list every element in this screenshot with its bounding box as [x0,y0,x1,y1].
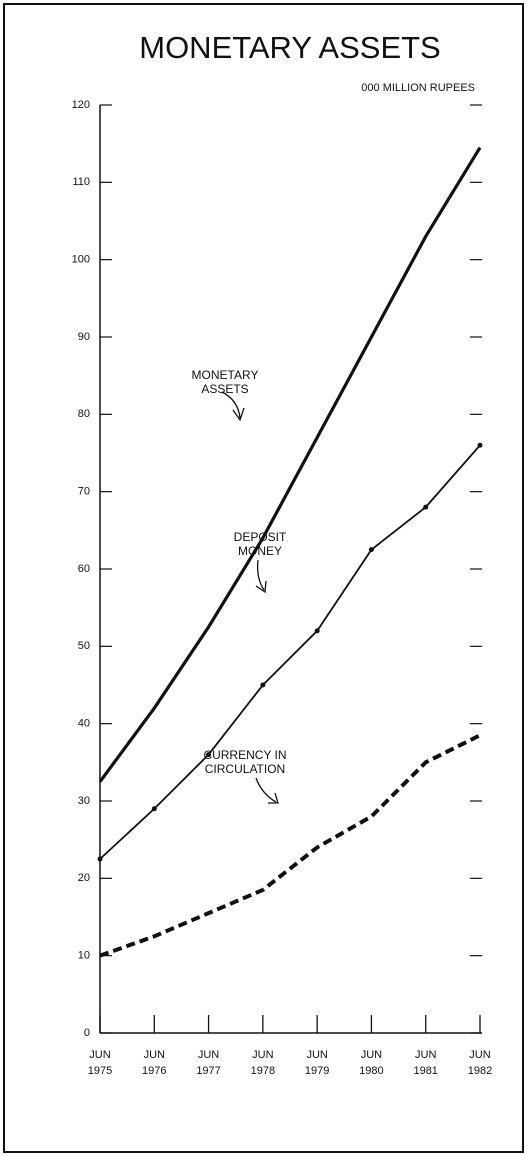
x-tick-label: JUN 1980 [359,1049,384,1077]
point [368,547,374,553]
series-label: MONETARY ASSETS [191,368,259,396]
arrow [221,391,241,419]
point [97,856,103,862]
point [423,504,429,510]
frame [3,3,524,1153]
y-tick-label: 70 [78,486,90,498]
chart-title: MONETARY ASSETS [139,30,440,65]
y-tick-label: 100 [72,254,90,266]
x-tick-label: JUN 1982 [467,1049,493,1077]
x-tick-label: JUN 1978 [250,1049,276,1077]
point [260,682,266,688]
y-tick-label: 120 [72,99,90,111]
y-tick-label: 30 [78,795,90,807]
arrow-head [232,407,245,422]
series-line [98,146,482,783]
series-label: DEPOSIT MONEY [233,530,287,558]
y-tick-label: 40 [78,718,90,730]
arrow-head [255,580,267,594]
y-tick-label: 60 [78,563,90,575]
series-line [99,733,481,958]
point [477,442,483,448]
x-tick-label: JUN 1975 [87,1049,113,1077]
series-label: CURRENCY IN CIRCULATION [203,748,287,776]
point [151,806,157,812]
series-line [99,444,481,860]
arrow-head [268,792,279,804]
x-tick-label: JUN 1979 [304,1049,330,1077]
point [206,752,212,758]
y-tick-label: 20 [78,872,90,884]
arrow [256,559,265,591]
arrow [255,777,277,803]
y-tick-label: 10 [78,950,90,962]
chart-subtitle: 000 MILLION RUPEES [361,82,475,94]
y-tick-label: 80 [78,408,90,420]
y-tick-label: 0 [84,1027,90,1039]
y-tick-label: 50 [78,640,90,652]
y-tick-label: 90 [78,331,90,343]
point [314,628,320,634]
x-tick-label: JUN 1976 [142,1049,167,1077]
y-tick-label: 110 [72,176,90,188]
x-tick-label: JUN 1981 [413,1049,438,1077]
x-tick-label: JUN 1977 [196,1049,221,1077]
